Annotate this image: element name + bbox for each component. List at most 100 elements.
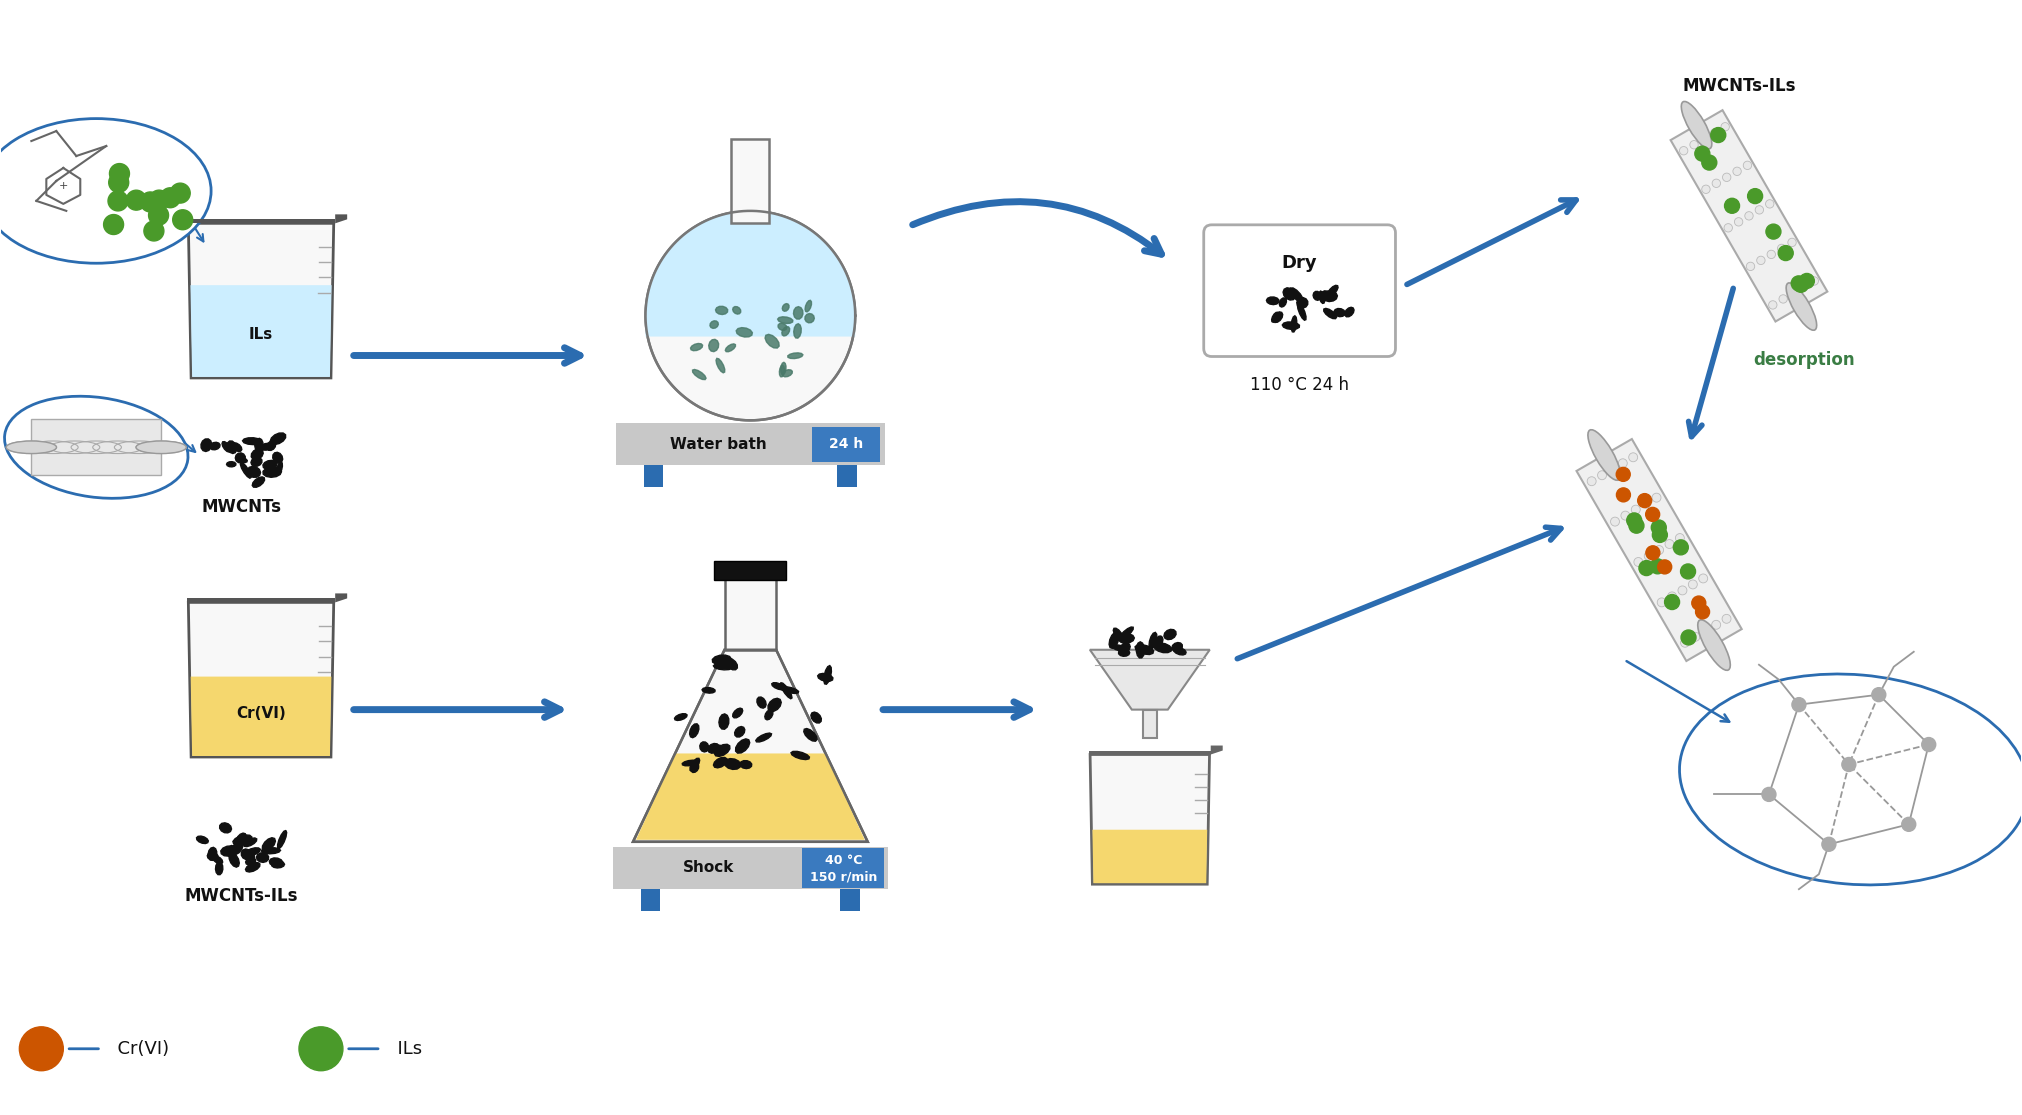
Polygon shape bbox=[200, 439, 212, 452]
Circle shape bbox=[170, 183, 190, 203]
Ellipse shape bbox=[1680, 638, 1690, 647]
Polygon shape bbox=[708, 744, 720, 754]
Polygon shape bbox=[778, 317, 793, 323]
Polygon shape bbox=[724, 568, 776, 650]
Circle shape bbox=[144, 221, 164, 241]
Text: Cr(VI): Cr(VI) bbox=[107, 1040, 170, 1058]
Ellipse shape bbox=[1618, 458, 1628, 467]
Polygon shape bbox=[732, 708, 742, 718]
Polygon shape bbox=[235, 453, 245, 463]
Ellipse shape bbox=[1587, 429, 1620, 481]
Polygon shape bbox=[613, 846, 888, 889]
Polygon shape bbox=[803, 847, 884, 888]
Text: ILs: ILs bbox=[249, 327, 273, 342]
Circle shape bbox=[1791, 275, 1806, 291]
Text: Cr(VI): Cr(VI) bbox=[237, 706, 285, 721]
Ellipse shape bbox=[1800, 283, 1808, 291]
Circle shape bbox=[1761, 787, 1775, 802]
Text: Dry: Dry bbox=[1282, 254, 1318, 272]
Text: MWCNTs-ILs: MWCNTs-ILs bbox=[184, 888, 297, 905]
Ellipse shape bbox=[1642, 500, 1650, 508]
Circle shape bbox=[1747, 188, 1763, 204]
Ellipse shape bbox=[1785, 283, 1816, 330]
Circle shape bbox=[1703, 155, 1717, 171]
Polygon shape bbox=[271, 433, 285, 445]
Polygon shape bbox=[269, 857, 283, 866]
Text: Shock: Shock bbox=[683, 861, 734, 875]
Ellipse shape bbox=[1676, 534, 1684, 543]
Polygon shape bbox=[791, 752, 809, 759]
Circle shape bbox=[20, 1027, 63, 1070]
Ellipse shape bbox=[1632, 505, 1640, 514]
Polygon shape bbox=[643, 465, 663, 487]
Ellipse shape bbox=[1789, 289, 1798, 297]
Ellipse shape bbox=[1701, 627, 1711, 636]
Ellipse shape bbox=[1622, 511, 1630, 520]
Polygon shape bbox=[1274, 312, 1282, 322]
Polygon shape bbox=[263, 467, 281, 477]
Polygon shape bbox=[710, 321, 718, 329]
Polygon shape bbox=[712, 656, 732, 665]
Polygon shape bbox=[720, 714, 728, 729]
Circle shape bbox=[299, 1027, 344, 1070]
Ellipse shape bbox=[1723, 173, 1731, 182]
Ellipse shape bbox=[135, 442, 186, 454]
Text: 40 °C: 40 °C bbox=[825, 854, 861, 867]
Polygon shape bbox=[692, 369, 706, 379]
Polygon shape bbox=[817, 673, 833, 681]
Polygon shape bbox=[1112, 644, 1126, 651]
Polygon shape bbox=[1120, 627, 1132, 639]
Polygon shape bbox=[247, 466, 261, 477]
Polygon shape bbox=[1110, 632, 1118, 648]
Circle shape bbox=[1646, 546, 1660, 560]
Circle shape bbox=[1794, 278, 1808, 292]
Polygon shape bbox=[1298, 303, 1306, 320]
Polygon shape bbox=[243, 438, 261, 445]
Ellipse shape bbox=[1765, 200, 1773, 209]
Polygon shape bbox=[253, 477, 265, 487]
Ellipse shape bbox=[1597, 471, 1607, 479]
Polygon shape bbox=[811, 712, 821, 723]
Polygon shape bbox=[714, 745, 730, 756]
Polygon shape bbox=[793, 307, 803, 319]
Polygon shape bbox=[251, 449, 263, 459]
Ellipse shape bbox=[1634, 558, 1642, 566]
Ellipse shape bbox=[1723, 614, 1731, 623]
Polygon shape bbox=[1335, 309, 1345, 317]
Ellipse shape bbox=[1678, 586, 1686, 595]
Polygon shape bbox=[778, 323, 787, 330]
Circle shape bbox=[160, 187, 180, 207]
Ellipse shape bbox=[1735, 217, 1743, 226]
Polygon shape bbox=[196, 836, 208, 844]
Text: MWCNTs-ILs: MWCNTs-ILs bbox=[1682, 77, 1796, 95]
Circle shape bbox=[1628, 513, 1642, 527]
Polygon shape bbox=[186, 220, 336, 223]
Ellipse shape bbox=[1644, 552, 1654, 561]
Polygon shape bbox=[208, 853, 218, 860]
Circle shape bbox=[1630, 518, 1644, 533]
Ellipse shape bbox=[1652, 493, 1660, 502]
Polygon shape bbox=[756, 697, 766, 708]
Polygon shape bbox=[231, 843, 243, 855]
Polygon shape bbox=[210, 443, 220, 449]
Polygon shape bbox=[837, 465, 857, 487]
Polygon shape bbox=[249, 853, 255, 866]
Polygon shape bbox=[1318, 291, 1324, 303]
Polygon shape bbox=[1284, 288, 1296, 300]
Polygon shape bbox=[237, 457, 247, 463]
Circle shape bbox=[1638, 494, 1652, 507]
Circle shape bbox=[1652, 527, 1668, 542]
Circle shape bbox=[1674, 540, 1688, 555]
Circle shape bbox=[1777, 245, 1794, 261]
Polygon shape bbox=[1142, 709, 1157, 737]
Ellipse shape bbox=[1810, 277, 1818, 285]
Ellipse shape bbox=[1757, 256, 1765, 264]
Polygon shape bbox=[756, 733, 772, 741]
Circle shape bbox=[109, 173, 129, 193]
Ellipse shape bbox=[1680, 673, 2022, 885]
Polygon shape bbox=[805, 728, 817, 741]
Polygon shape bbox=[805, 300, 811, 312]
Ellipse shape bbox=[1703, 185, 1711, 194]
Polygon shape bbox=[1090, 650, 1209, 709]
Polygon shape bbox=[1090, 750, 1211, 755]
